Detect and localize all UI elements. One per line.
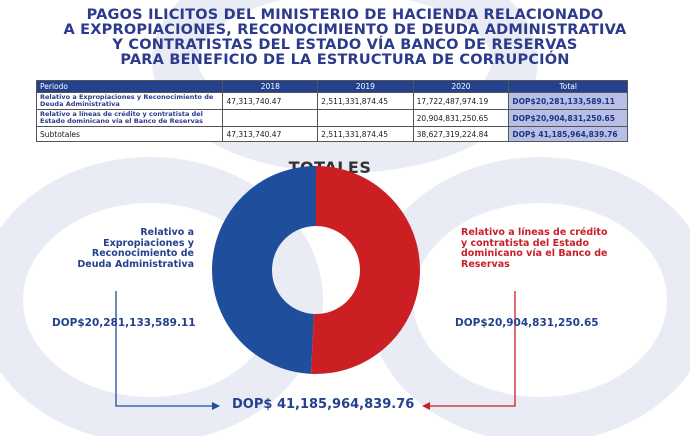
left-slice-label: Relativo a Expropiaciones y Reconocimien…: [77, 227, 194, 270]
title-line: Y CONTRATISTAS DEL ESTADO VÍA BANCO DE R…: [112, 37, 578, 53]
table-row: Relativo a líneas de crédito y contratis…: [35, 109, 628, 127]
left-connector-line: [115, 291, 212, 407]
table-header-row: Periodo 2018 2019 2020 Total: [35, 80, 628, 93]
cell-total: DOP$ 41,185,964,839.76: [508, 126, 628, 142]
donut-slice-expropiaciones: [211, 166, 316, 374]
left-arrowhead-icon: [212, 402, 220, 410]
cell-total: DOP$20,904,831,250.65: [508, 109, 628, 127]
right-connector-line: [430, 291, 516, 407]
cell-2020: 38,627,319,224.84: [412, 126, 510, 142]
row-label: Subtotales: [35, 126, 224, 142]
row-label: Relativo a Expropiaciones y Reconocimien…: [35, 92, 224, 110]
grand-total: DOP$ 41,185,964,839.76: [232, 397, 415, 412]
donut-slice-lineas-credito: [311, 166, 420, 374]
cell-2019: 2,511,331,874.45: [317, 126, 414, 142]
page-title: PAGOS ILICITOS DEL MINISTERIO DE HACIEND…: [0, 8, 690, 68]
table-row: Subtotales 47,313,740.47 2,511,331,874.4…: [35, 126, 628, 142]
header-2019: 2019: [317, 80, 414, 93]
header-total: Total: [508, 80, 628, 93]
title-line: PAGOS ILICITOS DEL MINISTERIO DE HACIEND…: [86, 7, 604, 23]
header-periodo: Periodo: [35, 80, 224, 93]
payments-table: Periodo 2018 2019 2020 Total Relativo a …: [35, 80, 628, 142]
left-value: DOP$20,281,133,589.11: [52, 317, 196, 329]
title-line: PARA BENEFICIO DE LA ESTRUCTURA DE CORRU…: [120, 52, 570, 68]
title-line: A EXPROPIACIONES, RECONOCIMIENTO DE DEUD…: [63, 22, 627, 38]
right-slice-label: Relativo a líneas de crédito y contratis…: [461, 227, 608, 270]
right-arrowhead-icon: [422, 402, 430, 410]
table-row: Relativo a Expropiaciones y Reconocimien…: [35, 92, 628, 110]
right-value: DOP$20,904,831,250.65: [455, 317, 599, 329]
